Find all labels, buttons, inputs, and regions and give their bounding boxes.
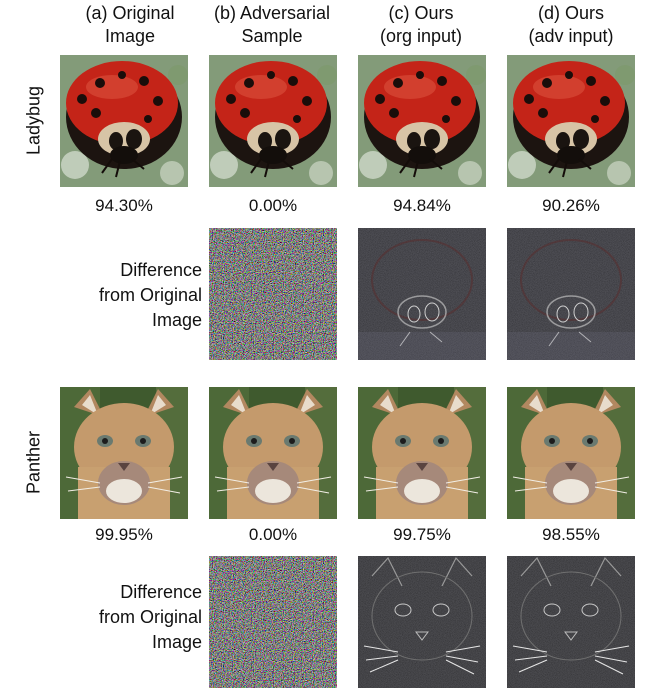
- difference-label-line1: Difference: [120, 260, 202, 280]
- column-title-original: (a) Original Image: [55, 2, 205, 48]
- difference-label-line1: Difference: [120, 582, 202, 602]
- column-title-line2: Sample: [241, 26, 303, 46]
- panther-score-ours-adv: 98.55%: [542, 525, 600, 544]
- ladybug-ours-adv-image: [507, 55, 635, 187]
- column-title-line2: Image: [104, 26, 156, 46]
- panther-score-ours-org: 99.75%: [393, 525, 451, 544]
- panther-score-original: 99.95%: [95, 525, 153, 544]
- ladybug-ours-org-difference: [358, 228, 486, 360]
- column-title-line1: (b) Adversarial: [213, 3, 331, 23]
- ladybug-adversarial-image: [209, 55, 337, 187]
- ladybug-score-original: 94.30%: [95, 196, 153, 215]
- column-title-line2: (adv input): [528, 26, 614, 46]
- panther-ours-org-difference: [358, 556, 486, 688]
- ladybug-original-image: [60, 55, 188, 187]
- difference-label-line3: Image: [151, 632, 202, 652]
- row-label-ladybug: Ladybug: [23, 85, 44, 156]
- panther-ours-adv-image: [507, 387, 635, 519]
- panther-original-image: [60, 387, 188, 519]
- column-title-line1: (a) Original: [85, 3, 175, 23]
- ladybug-score-adversarial: 0.00%: [248, 196, 298, 215]
- ladybug-ours-org-image: [358, 55, 486, 187]
- column-title-ours-adv: (d) Ours (adv input): [496, 2, 646, 48]
- ladybug-adversarial-noise: [209, 228, 337, 360]
- difference-label-line3: Image: [151, 310, 202, 330]
- column-title-line2: (org input): [379, 26, 463, 46]
- panther-ours-org-image: [358, 387, 486, 519]
- panther-score-adversarial: 0.00%: [248, 525, 298, 544]
- column-title-adversarial: (b) Adversarial Sample: [197, 2, 347, 48]
- difference-label-line2: from Original: [98, 607, 202, 627]
- row-label-panther: Panther: [23, 430, 44, 495]
- ladybug-ours-adv-difference: [507, 228, 635, 360]
- ladybug-score-ours-adv: 90.26%: [542, 196, 600, 215]
- column-title-line1: (c) Ours: [388, 3, 454, 23]
- column-title-ours-org: (c) Ours (org input): [346, 2, 496, 48]
- panther-adversarial-noise: [209, 556, 337, 688]
- difference-label-line2: from Original: [98, 285, 202, 305]
- panther-adversarial-image: [209, 387, 337, 519]
- difference-label-ladybug: Difference from Original Image: [62, 258, 202, 333]
- difference-label-panther: Difference from Original Image: [62, 580, 202, 655]
- panther-ours-adv-difference: [507, 556, 635, 688]
- ladybug-score-ours-org: 94.84%: [393, 196, 451, 215]
- column-title-line1: (d) Ours: [537, 3, 604, 23]
